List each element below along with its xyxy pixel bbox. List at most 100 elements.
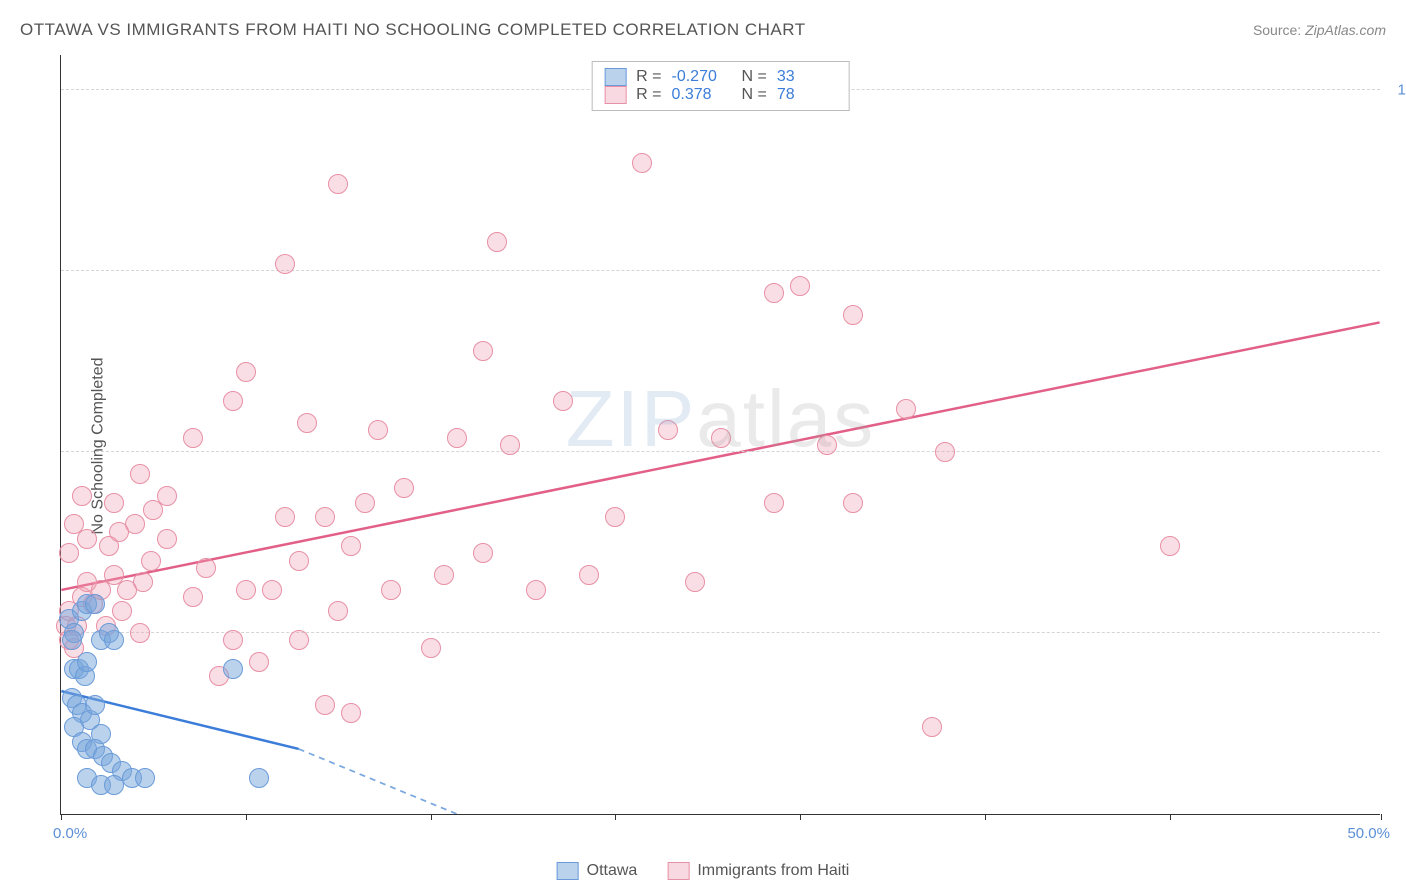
swatch-ottawa-icon	[604, 68, 626, 86]
legend-haiti-label: Immigrants from Haiti	[697, 862, 849, 880]
data-point	[104, 630, 124, 650]
data-point	[297, 413, 317, 433]
r-label: R =	[636, 68, 661, 86]
x-tick	[800, 814, 801, 820]
data-point	[368, 420, 388, 440]
data-point	[764, 493, 784, 513]
data-point	[223, 630, 243, 650]
x-tick	[1170, 814, 1171, 820]
data-point	[381, 580, 401, 600]
data-point	[605, 507, 625, 527]
data-point	[85, 695, 105, 715]
data-point	[394, 478, 414, 498]
data-point	[59, 543, 79, 563]
source-label: Source:	[1253, 22, 1301, 38]
watermark-part1: ZIP	[566, 374, 696, 463]
y-tick-label: 10.0%	[1385, 82, 1406, 99]
x-axis-min-label: 0.0%	[53, 825, 87, 842]
legend-bottom: Ottawa Immigrants from Haiti	[557, 862, 850, 880]
data-point	[328, 174, 348, 194]
y-tick-label: 5.0%	[1385, 444, 1406, 461]
legend-stats-row-ottawa: R = -0.270 N = 33	[604, 68, 837, 86]
x-tick	[61, 814, 62, 820]
data-point	[632, 153, 652, 173]
data-point	[223, 659, 243, 679]
ottawa-n-value: 33	[777, 68, 837, 86]
x-tick	[985, 814, 986, 820]
data-point	[487, 232, 507, 252]
data-point	[62, 630, 82, 650]
data-point	[711, 428, 731, 448]
n-label: N =	[742, 68, 767, 86]
gridline	[61, 451, 1380, 452]
data-point	[473, 543, 493, 563]
chart-source: Source: ZipAtlas.com	[1253, 22, 1386, 38]
data-point	[135, 768, 155, 788]
n-label: N =	[742, 86, 767, 104]
legend-item-haiti: Immigrants from Haiti	[667, 862, 849, 880]
data-point	[249, 652, 269, 672]
data-point	[104, 493, 124, 513]
data-point	[157, 486, 177, 506]
y-tick-label: 2.5%	[1385, 625, 1406, 642]
data-point	[817, 435, 837, 455]
data-point	[500, 435, 520, 455]
data-point	[447, 428, 467, 448]
data-point	[658, 420, 678, 440]
data-point	[249, 768, 269, 788]
data-point	[141, 551, 161, 571]
data-point	[764, 283, 784, 303]
data-point	[157, 529, 177, 549]
data-point	[236, 362, 256, 382]
plot-area: ZIPatlas R = -0.270 N = 33 R = 0.378 N =…	[60, 55, 1380, 815]
data-point	[553, 391, 573, 411]
data-point	[112, 601, 132, 621]
data-point	[289, 630, 309, 650]
data-point	[104, 775, 124, 795]
data-point	[275, 507, 295, 527]
data-point	[434, 565, 454, 585]
data-point	[289, 551, 309, 571]
data-point	[183, 428, 203, 448]
data-point	[72, 486, 92, 506]
data-point	[130, 623, 150, 643]
source-value: ZipAtlas.com	[1305, 22, 1386, 38]
data-point	[341, 703, 361, 723]
legend-stats-box: R = -0.270 N = 33 R = 0.378 N = 78	[591, 61, 850, 111]
data-point	[328, 601, 348, 621]
chart-header: OTTAWA VS IMMIGRANTS FROM HAITI NO SCHOO…	[20, 20, 1386, 40]
ottawa-r-value: -0.270	[672, 68, 732, 86]
data-point	[922, 717, 942, 737]
data-point	[77, 529, 97, 549]
legend-ottawa-label: Ottawa	[587, 862, 638, 880]
data-point	[355, 493, 375, 513]
watermark-part2: atlas	[696, 374, 875, 463]
data-point	[315, 695, 335, 715]
data-point	[790, 276, 810, 296]
x-tick	[615, 814, 616, 820]
data-point	[125, 514, 145, 534]
x-tick	[431, 814, 432, 820]
data-point	[685, 572, 705, 592]
data-point	[196, 558, 216, 578]
data-point	[579, 565, 599, 585]
data-point	[236, 580, 256, 600]
chart-title: OTTAWA VS IMMIGRANTS FROM HAITI NO SCHOO…	[20, 20, 806, 40]
data-point	[1160, 536, 1180, 556]
legend-stats-row-haiti: R = 0.378 N = 78	[604, 86, 837, 104]
swatch-haiti-icon	[604, 86, 626, 104]
data-point	[526, 580, 546, 600]
swatch-haiti-icon	[667, 862, 689, 880]
data-point	[341, 536, 361, 556]
data-point	[77, 652, 97, 672]
haiti-r-value: 0.378	[672, 86, 732, 104]
gridline	[61, 270, 1380, 271]
data-point	[262, 580, 282, 600]
data-point	[275, 254, 295, 274]
data-point	[85, 594, 105, 614]
swatch-ottawa-icon	[557, 862, 579, 880]
data-point	[421, 638, 441, 658]
data-point	[843, 493, 863, 513]
x-tick	[1381, 814, 1382, 820]
data-point	[843, 305, 863, 325]
